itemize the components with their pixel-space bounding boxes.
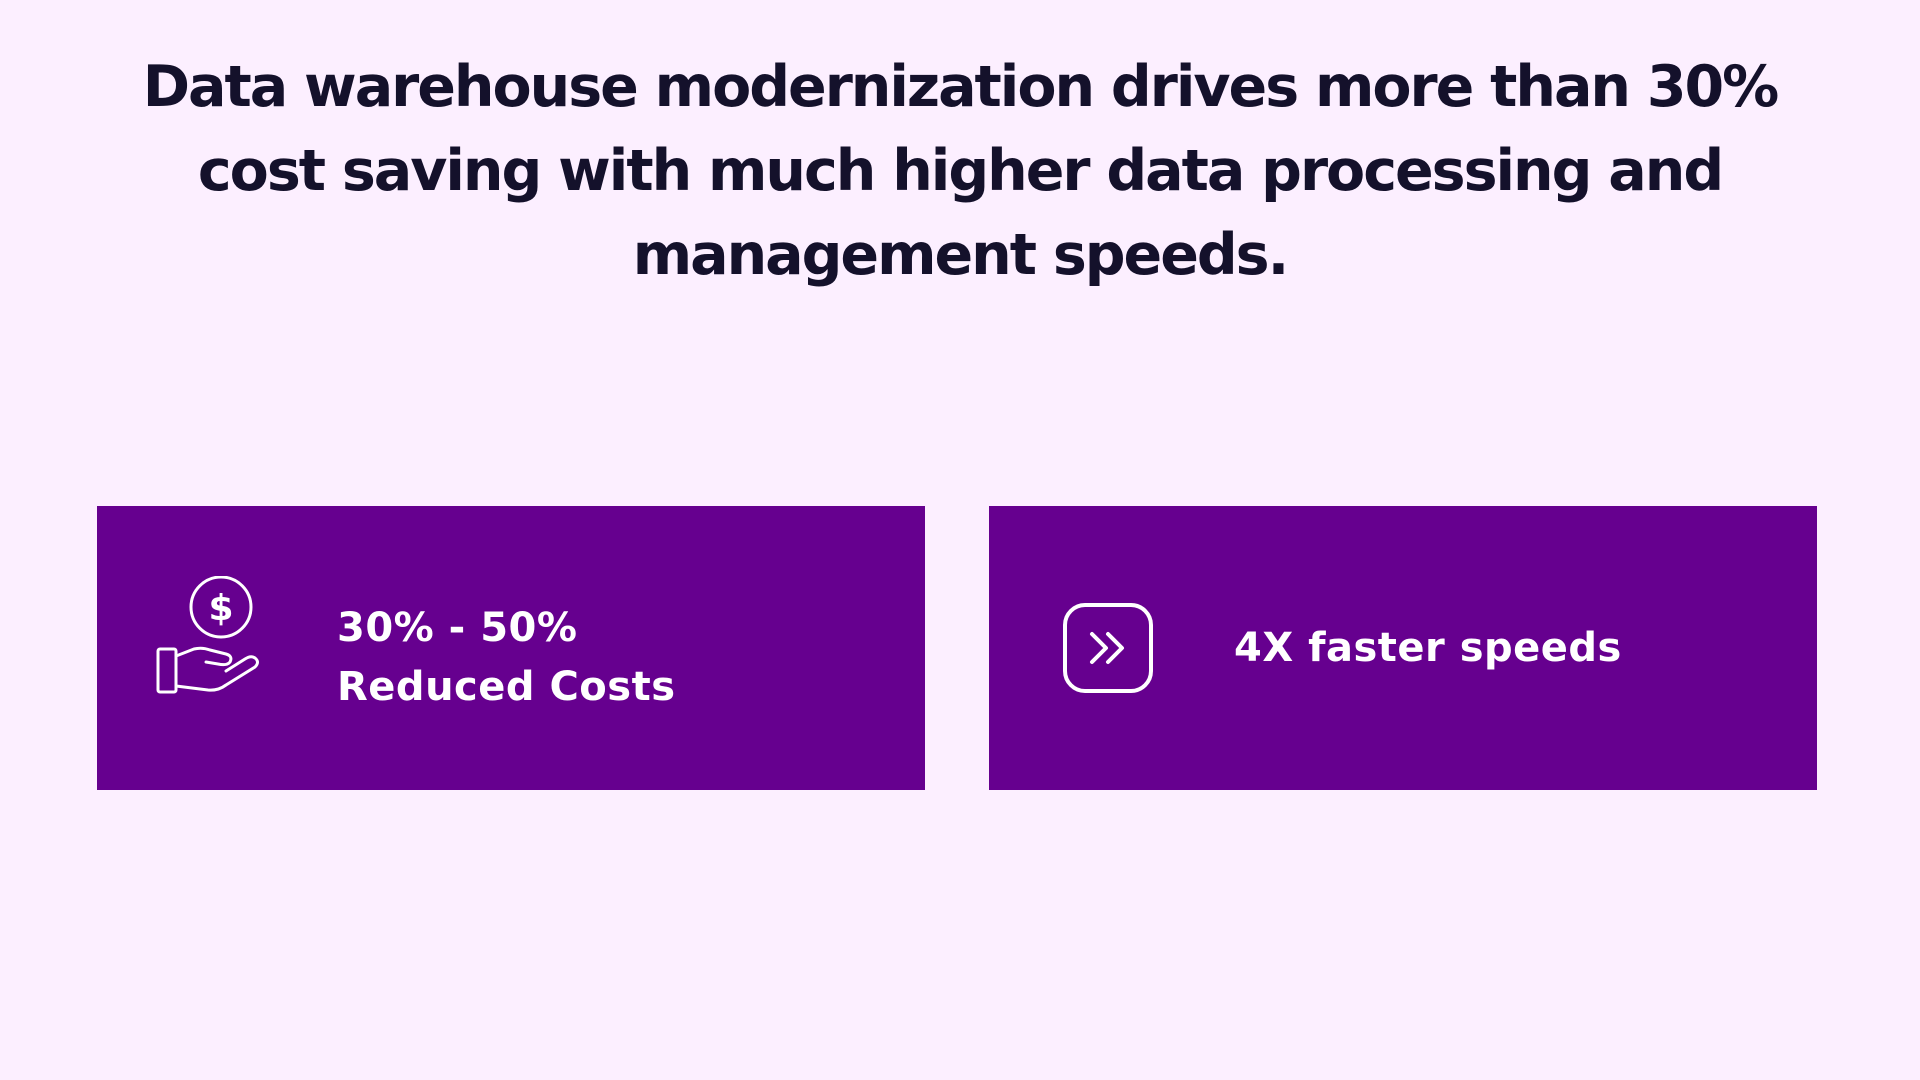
speed-text: 4X faster speeds (1234, 625, 1622, 671)
cost-savings-text: 30% - 50% Reduced Costs (337, 599, 676, 717)
stat-card-cost-savings: $ 30% - 50% Reduced Costs (97, 506, 925, 790)
cost-savings-range: 30% - 50% (337, 605, 578, 651)
stat-card-speed: 4X faster speeds (989, 506, 1817, 790)
cost-savings-label: Reduced Costs (337, 664, 676, 710)
fast-forward-icon (1063, 603, 1153, 693)
dollar-hand-icon: $ (156, 576, 259, 694)
svg-text:$: $ (208, 588, 233, 629)
page-headline: Data warehouse modernization drives more… (142, 54, 1780, 288)
